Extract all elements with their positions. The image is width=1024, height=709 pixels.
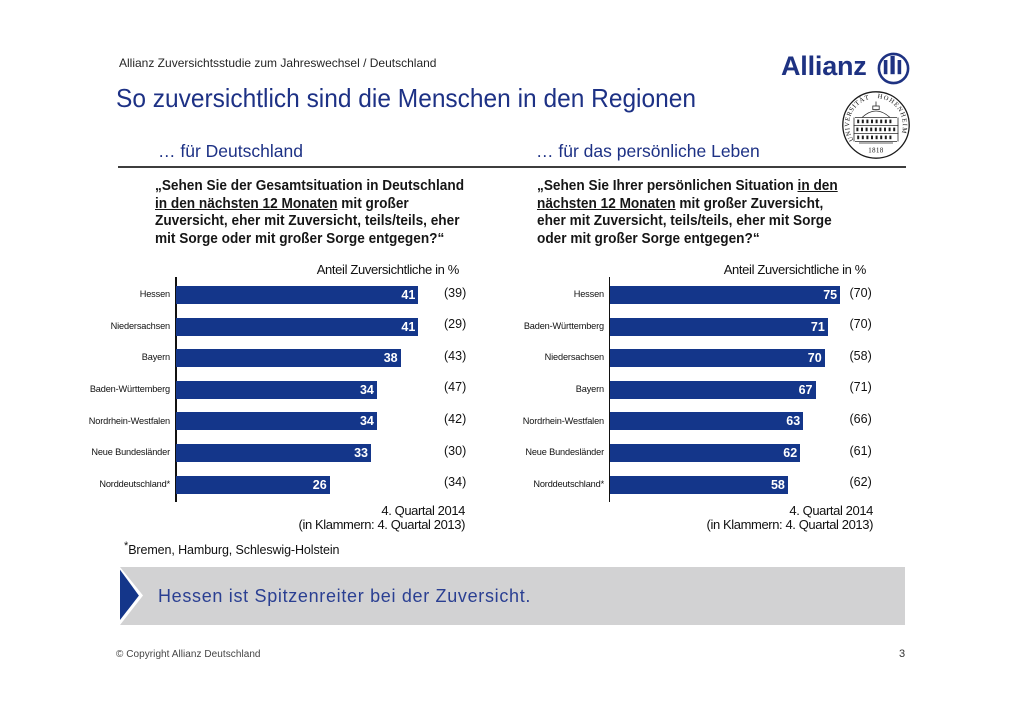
svg-text:HOHENHEIM: HOHENHEIM <box>877 93 908 135</box>
svg-text:1818: 1818 <box>868 148 884 155</box>
svg-text:UNIVERSITÄT: UNIVERSITÄT <box>844 94 870 142</box>
